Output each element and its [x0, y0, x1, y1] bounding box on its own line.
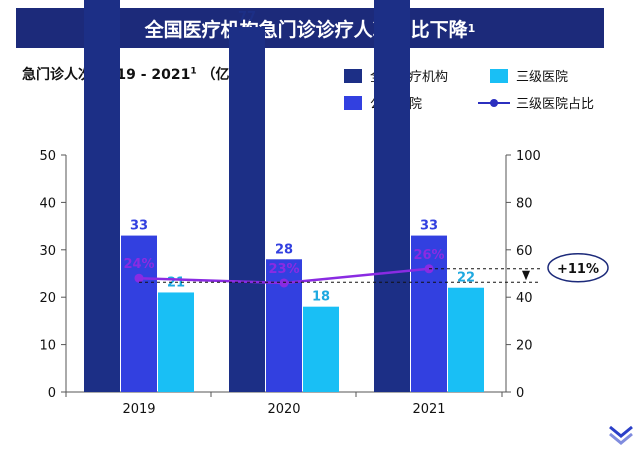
subtitle-footnote: 1: [190, 66, 197, 77]
change-badge-label: +11%: [557, 262, 599, 277]
share-value-label: 23%: [268, 262, 299, 277]
legend-label-tier3: 三级医院: [516, 70, 569, 85]
y-right-tick-label: 20: [516, 339, 533, 354]
bar: [448, 287, 484, 392]
y-left-tick-label: 50: [39, 149, 56, 164]
x-tick-label: 2021: [412, 402, 445, 417]
y-right-tick-label: 60: [516, 244, 533, 259]
share-line-layer: 24% 23% 26%: [123, 248, 445, 288]
chevron-down-icon: [609, 425, 633, 445]
y-right-tick-label: 100: [516, 149, 541, 164]
bar-value-label: 33: [420, 219, 438, 234]
y-left-tick-label: 0: [48, 386, 56, 401]
y-left-tick-label: 10: [39, 339, 56, 354]
y-right-tick-label: 0: [516, 386, 524, 401]
legend-line-marker-icon: [478, 96, 510, 110]
bar: [84, 0, 120, 393]
share-value-label: 26%: [413, 248, 444, 263]
chart-title-footnote: 1: [467, 21, 476, 35]
bar: [158, 292, 194, 392]
bar-value-label: 33: [130, 219, 148, 234]
y-left-tick-label: 20: [39, 291, 56, 306]
bar-value-label: 22: [457, 271, 475, 286]
bar: [303, 306, 339, 392]
x-tick-label: 2020: [267, 402, 300, 417]
bars: 873321772818853322: [84, 0, 484, 393]
bar-value-label: 21: [167, 275, 185, 290]
legend-swatch-tier3: [490, 68, 508, 83]
bar-value-label: 18: [312, 290, 330, 305]
x-tick-label: 2019: [122, 402, 155, 417]
y-right-tick-label: 40: [516, 291, 533, 306]
share-value-label: 24%: [123, 257, 154, 272]
arrow-down-icon: [522, 270, 530, 281]
y-left-tick-label: 30: [39, 244, 56, 259]
legend-swatch-public: [344, 95, 362, 110]
y-left-tick-label: 40: [39, 196, 56, 211]
bar-value-label: 77: [238, 10, 256, 25]
bar-value-label: 28: [275, 242, 293, 257]
legend-label-tier3-share: 三级医院占比: [516, 97, 595, 112]
annotation-layer: +11%: [139, 253, 609, 283]
share-point: [279, 278, 289, 288]
share-point: [134, 273, 144, 283]
bar: [121, 235, 157, 392]
legend-item-tier3: 三级医院: [490, 66, 568, 85]
bar: [374, 0, 410, 392]
legend-item-tier3-share: 三级医院占比: [478, 93, 594, 112]
y-right-tick-label: 80: [516, 196, 533, 211]
bar: [411, 235, 447, 392]
bar: [229, 27, 265, 393]
change-badge: [547, 253, 609, 283]
legend-swatch-all: [344, 68, 362, 83]
